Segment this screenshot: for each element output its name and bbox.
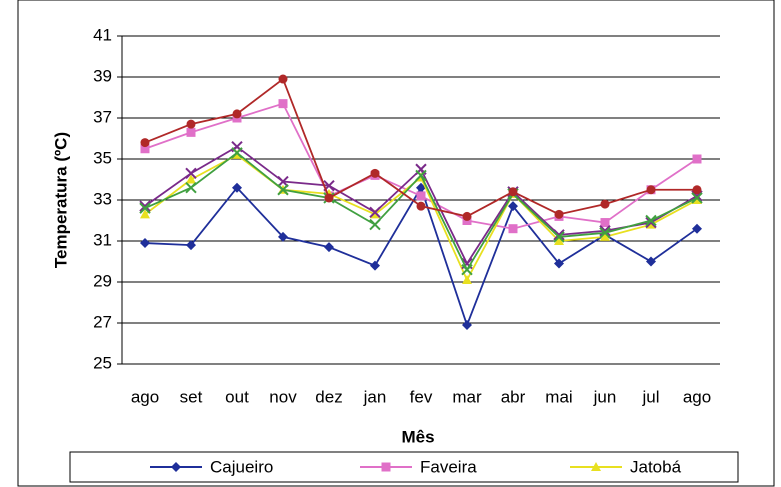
- y-tick-label: 27: [93, 312, 112, 331]
- marker: [646, 185, 656, 195]
- marker: [139, 200, 151, 212]
- marker: [599, 227, 611, 239]
- x-tick-label: jun: [593, 387, 617, 406]
- marker: [591, 462, 601, 471]
- marker: [462, 211, 472, 221]
- marker: [140, 238, 150, 249]
- marker: [692, 185, 702, 195]
- y-tick-label: 39: [93, 66, 112, 85]
- y-tick-label: 33: [93, 189, 112, 208]
- marker: [140, 209, 150, 219]
- marker: [171, 462, 181, 472]
- marker: [462, 274, 472, 284]
- x-tick-label: set: [180, 387, 203, 406]
- marker: [277, 184, 289, 196]
- y-tick-label: 29: [93, 271, 112, 290]
- marker: [370, 168, 380, 178]
- marker: [185, 181, 197, 194]
- marker: [600, 218, 610, 228]
- x-tick-label: out: [225, 387, 249, 406]
- marker: [139, 202, 151, 214]
- marker: [691, 192, 703, 204]
- marker: [600, 231, 610, 241]
- marker: [416, 191, 426, 201]
- marker: [554, 258, 564, 269]
- marker: [462, 320, 472, 331]
- x-tick-label: ago: [131, 387, 159, 406]
- y-axis-label: Temperatura (ºC): [51, 132, 70, 268]
- marker: [278, 74, 288, 84]
- marker: [508, 224, 518, 234]
- x-tick-label: ago: [683, 387, 711, 406]
- marker: [186, 119, 196, 129]
- marker: [324, 242, 334, 253]
- y-tick-label: 41: [93, 25, 112, 44]
- marker: [277, 175, 289, 188]
- marker: [324, 193, 334, 203]
- marker: [140, 138, 150, 148]
- marker: [553, 229, 565, 241]
- x-tick-label: mar: [452, 387, 482, 406]
- marker: [369, 206, 381, 219]
- y-tick-label: 37: [93, 107, 112, 126]
- marker: [381, 462, 391, 472]
- x-axis-label: Mês: [401, 427, 434, 446]
- legend-label: Faveira: [420, 457, 477, 476]
- marker: [692, 154, 702, 164]
- marker: [231, 147, 243, 159]
- marker: [140, 144, 150, 154]
- marker: [185, 167, 197, 180]
- legend-label: Cajueiro: [210, 457, 273, 476]
- marker: [646, 256, 656, 267]
- marker: [278, 99, 288, 109]
- marker: [599, 225, 611, 237]
- x-tick-label: dez: [315, 387, 342, 406]
- marker: [508, 187, 518, 197]
- marker: [554, 236, 564, 245]
- marker: [415, 169, 427, 182]
- legend-label: Jatobá: [630, 457, 682, 476]
- marker: [554, 209, 564, 219]
- marker: [370, 260, 380, 271]
- marker: [278, 231, 288, 242]
- x-tick-label: mai: [545, 387, 572, 406]
- chart-frame: [17, 0, 775, 487]
- marker: [232, 182, 242, 193]
- marker: [461, 263, 473, 276]
- marker: [692, 223, 702, 234]
- marker: [186, 127, 196, 137]
- x-tick-label: fev: [410, 387, 433, 406]
- marker: [600, 199, 610, 209]
- x-tick-label: abr: [501, 387, 526, 406]
- marker: [553, 231, 565, 243]
- x-tick-label: jan: [363, 387, 387, 406]
- y-tick-label: 31: [93, 230, 112, 249]
- y-tick-label: 35: [93, 148, 112, 167]
- marker: [416, 201, 426, 211]
- marker: [369, 218, 381, 231]
- marker: [186, 240, 196, 251]
- marker: [186, 174, 196, 184]
- marker: [508, 201, 518, 212]
- x-tick-label: nov: [269, 387, 297, 406]
- x-tick-label: jul: [641, 387, 659, 406]
- marker: [645, 214, 657, 227]
- marker: [232, 109, 242, 119]
- y-tick-label: 25: [93, 353, 112, 372]
